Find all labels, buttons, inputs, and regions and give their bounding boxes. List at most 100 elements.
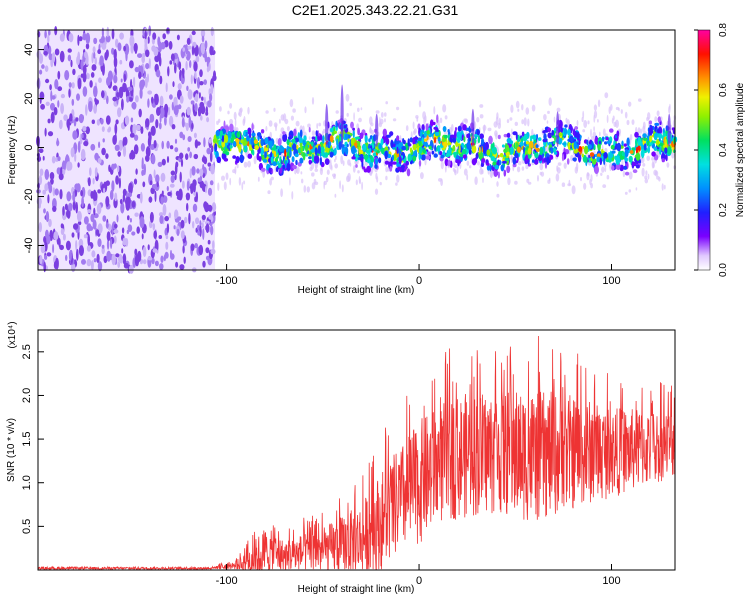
signal-cell xyxy=(608,151,611,160)
noise-blob xyxy=(88,226,94,231)
noise-blob xyxy=(63,114,68,121)
signal-halo xyxy=(311,172,315,177)
signal-cell xyxy=(551,129,554,136)
noise-blob xyxy=(83,140,89,147)
noise-blob xyxy=(85,126,90,135)
noise-blob xyxy=(206,117,210,123)
signal-cell xyxy=(253,139,258,144)
colorbar: 0.0 0.2 0.4 0.6 0.8 Normalized spectral ampl… xyxy=(694,23,746,277)
signal-halo xyxy=(456,165,459,174)
noise-blob xyxy=(139,191,143,204)
noise-blob xyxy=(59,33,65,42)
signal-cell xyxy=(554,151,558,155)
noise-blob xyxy=(131,102,136,109)
noise-blob xyxy=(174,209,179,220)
signal-cell xyxy=(666,146,672,155)
signal-halo xyxy=(405,125,409,132)
noise-blob xyxy=(98,77,102,83)
signal-halo xyxy=(262,170,266,178)
signal-cell xyxy=(536,134,538,140)
noise-blob xyxy=(162,203,167,216)
noise-blob xyxy=(153,169,156,179)
signal-cell xyxy=(308,127,311,133)
signal-cell xyxy=(291,138,296,143)
noise-blob xyxy=(54,26,58,36)
signal-cell xyxy=(421,137,424,145)
signal-cell xyxy=(362,166,366,170)
signal-cell xyxy=(552,140,556,145)
noise-blob xyxy=(87,177,91,187)
noise-blob xyxy=(192,203,198,213)
signal-halo xyxy=(511,128,513,136)
signal-cell xyxy=(440,154,445,159)
signal-halo xyxy=(347,159,351,166)
signal-cell xyxy=(435,131,440,136)
signal-cell xyxy=(324,158,330,166)
noise-blob xyxy=(55,257,59,270)
signal-cell xyxy=(635,138,638,147)
signal-cell xyxy=(664,142,668,146)
noise-blob xyxy=(43,51,48,56)
noise-blob xyxy=(39,96,42,104)
signal-cell xyxy=(455,159,460,164)
signal-cell xyxy=(603,152,608,159)
noise-blob xyxy=(187,136,192,142)
signal-halo xyxy=(645,170,648,176)
signal-halo xyxy=(606,114,609,124)
signal-halo xyxy=(563,162,567,169)
snr-x-label: Height of straight line (km) xyxy=(298,584,415,595)
noise-blob xyxy=(106,76,111,86)
noise-blob xyxy=(119,257,124,264)
noise-blob xyxy=(59,50,65,63)
signal-halo xyxy=(556,167,561,174)
signal-cell xyxy=(444,134,448,139)
signal-cell xyxy=(282,133,288,143)
signal-cell xyxy=(611,150,616,154)
noise-blob xyxy=(161,140,164,150)
signal-cell xyxy=(616,142,622,152)
signal-spike xyxy=(556,111,560,148)
signal-cell xyxy=(358,150,364,154)
signal-cell xyxy=(506,137,512,144)
signal-cell xyxy=(662,132,667,137)
signal-cell xyxy=(651,151,656,157)
signal-cell xyxy=(533,158,539,165)
signal-cell xyxy=(360,157,364,163)
signal-halo xyxy=(646,117,650,121)
colorbar-tick-label: 0.4 xyxy=(718,143,729,157)
noise-blob xyxy=(124,115,130,126)
noise-blob xyxy=(186,106,191,116)
signal-cell xyxy=(215,129,220,137)
chart-title: C2E1.2025.343.22.21.G31 xyxy=(291,2,459,18)
signal-halo xyxy=(294,168,297,175)
signal-cell xyxy=(433,153,438,158)
noise-blob xyxy=(45,78,50,84)
noise-blob xyxy=(159,263,164,270)
signal-halo xyxy=(646,155,650,161)
signal-cell xyxy=(598,140,602,145)
signal-cell xyxy=(604,141,608,145)
signal-cell xyxy=(289,162,295,172)
noise-blob xyxy=(154,93,158,100)
noise-blob xyxy=(100,118,104,125)
signal-cell xyxy=(480,162,484,167)
signal-cell xyxy=(659,127,662,135)
noise-blob xyxy=(88,100,93,113)
signal-halo xyxy=(525,107,530,115)
signal-halo xyxy=(334,158,336,163)
signal-cell xyxy=(303,135,307,142)
signal-cell xyxy=(439,151,443,156)
noise-blob xyxy=(196,77,201,89)
spectrogram-noise-region xyxy=(36,25,217,274)
signal-halo xyxy=(661,183,664,191)
noise-blob xyxy=(158,56,162,67)
noise-blob xyxy=(203,137,206,148)
signal-cell xyxy=(282,131,286,135)
signal-halo xyxy=(353,112,355,122)
signal-cell xyxy=(396,136,399,141)
noise-blob xyxy=(141,56,145,64)
signal-halo xyxy=(644,178,649,184)
noise-blob xyxy=(65,254,68,261)
signal-halo xyxy=(525,164,529,170)
signal-cell xyxy=(401,145,407,151)
